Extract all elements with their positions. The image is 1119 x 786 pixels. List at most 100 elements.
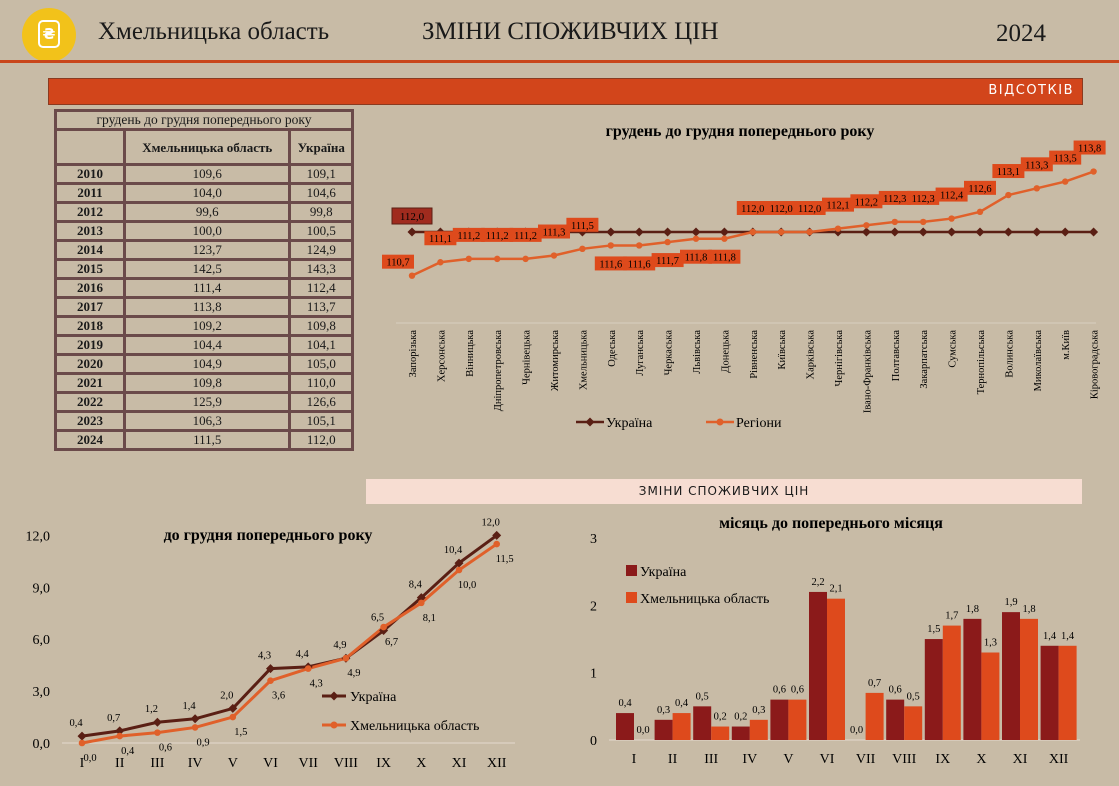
ukraine-data-label: 8,4 <box>409 580 423 591</box>
bar-ukraine <box>770 699 789 740</box>
y-tick-label: 3 <box>590 532 597 547</box>
region-data-label: 4,3 <box>310 679 323 690</box>
region-data-label: 112,3 <box>912 194 935 205</box>
region-label-box <box>566 217 599 232</box>
row-ukraine-value: 143,3 <box>288 258 354 280</box>
region-point <box>749 228 756 236</box>
category-label: Волинська <box>1004 330 1015 378</box>
row-region-value: 125,9 <box>122 391 292 413</box>
table-row: 2022 125,9 126,6 <box>54 391 354 413</box>
region-point <box>455 566 463 574</box>
legend-region-label: Хмельницька область <box>350 719 479 734</box>
ukraine-data-label: 0,7 <box>107 713 120 724</box>
bar-label-ukraine: 1,4 <box>1043 631 1057 642</box>
bar-label-region: 0,2 <box>714 712 727 723</box>
bar-label-ukraine: 2,2 <box>811 577 824 588</box>
row-ukraine-value: 113,7 <box>288 296 354 318</box>
bar-region <box>904 706 923 740</box>
ukraine-point <box>77 731 87 741</box>
region-point <box>78 739 86 747</box>
region-label-box <box>765 201 798 215</box>
region-label-box <box>850 194 883 209</box>
region-label-box <box>793 201 826 215</box>
series-line-ukraine <box>81 534 498 738</box>
row-ukraine-value: 100,5 <box>288 220 354 242</box>
region-data-label: 111,8 <box>685 253 708 264</box>
region-data-label: 111,8 <box>713 253 736 264</box>
region-data-label: 112,0 <box>798 204 821 215</box>
ukraine-point <box>606 227 616 237</box>
category-label: Одеська <box>607 330 618 367</box>
region-label-box <box>708 249 741 264</box>
row-ukraine-value: 112,0 <box>288 429 354 451</box>
legend-regions-marker <box>716 418 724 426</box>
region-point <box>1090 168 1097 175</box>
legend-ukraine-marker <box>585 417 595 427</box>
category-label: Закарпатська <box>919 330 930 389</box>
bar-label-region: 1,3 <box>984 638 997 649</box>
row-region-value: 104,4 <box>122 334 292 356</box>
region-point <box>692 235 700 242</box>
category-label: Миколаївська <box>1033 330 1044 392</box>
region-data-label: 111,7 <box>656 256 679 267</box>
ukraine-point <box>861 227 871 237</box>
ukraine-point <box>975 227 985 237</box>
region-label-box <box>736 201 769 215</box>
col-header-ukraine: Україна <box>288 128 354 166</box>
row-ukraine-value: 105,0 <box>288 353 354 375</box>
section-title-strip: ЗМІНИ СПОЖИВЧИХ ЦІН <box>366 479 1082 504</box>
bar-label-ukraine: 1,9 <box>1004 597 1017 608</box>
col-header-region: Хмельницька область <box>122 128 292 166</box>
y-tick-label: 1 <box>590 667 597 682</box>
region-label-box <box>907 190 940 205</box>
bar-label-region: 1,7 <box>945 611 958 622</box>
row-region-value: 123,7 <box>122 239 292 261</box>
row-region-value: 109,8 <box>122 372 292 394</box>
region-point <box>778 228 785 236</box>
region-point <box>408 272 416 279</box>
bar-ukraine <box>1002 612 1020 740</box>
legend-ukraine-marker <box>329 691 339 701</box>
region-point <box>342 654 350 662</box>
ukraine-point <box>918 227 928 237</box>
region-label-box <box>1073 140 1106 155</box>
region-data-label: 0,4 <box>121 746 135 757</box>
x-tick-label: II <box>668 752 678 767</box>
bar-region <box>1020 618 1038 740</box>
ukraine-point <box>634 227 644 237</box>
region-point <box>418 599 425 607</box>
y-tick-label: 0,0 <box>33 737 51 752</box>
ukraine-point <box>266 664 275 674</box>
row-ukraine-value: 124,9 <box>288 239 354 261</box>
bar-region <box>981 652 1000 740</box>
region-point <box>494 255 501 263</box>
region-point <box>976 208 984 216</box>
x-tick-label: V <box>783 752 793 767</box>
region-data-label: 113,8 <box>1078 144 1101 155</box>
region-data-label: 111,6 <box>628 259 651 270</box>
row-region-value: 142,5 <box>122 258 292 280</box>
table-row: 2011 104,0 104,6 <box>54 182 354 204</box>
bar-label-region: 0,6 <box>791 685 804 696</box>
ukraine-point <box>947 227 957 237</box>
region-point <box>891 218 898 226</box>
region-label-box <box>623 256 656 271</box>
region-point <box>636 242 643 249</box>
x-tick-label: I <box>80 756 85 771</box>
bar-label-region: 0,4 <box>675 698 689 709</box>
row-year: 2011 <box>54 182 126 204</box>
category-label: Полтавська <box>891 330 902 382</box>
bar-label-region: 1,8 <box>1022 604 1035 615</box>
region-point <box>920 218 927 226</box>
row-year: 2024 <box>54 429 126 451</box>
ukraine-data-label: 4,9 <box>333 640 346 651</box>
chart-title: місяць до попереднього місяця <box>719 515 943 532</box>
region-data-label: 0,9 <box>197 737 210 748</box>
row-ukraine-value: 110,0 <box>288 372 354 394</box>
bar-label-region: 0,0 <box>636 725 649 736</box>
ukraine-point <box>492 530 502 540</box>
region-point <box>116 732 123 740</box>
bar-ukraine <box>654 719 673 740</box>
ukraine-point <box>454 558 464 568</box>
region-point <box>607 242 614 249</box>
